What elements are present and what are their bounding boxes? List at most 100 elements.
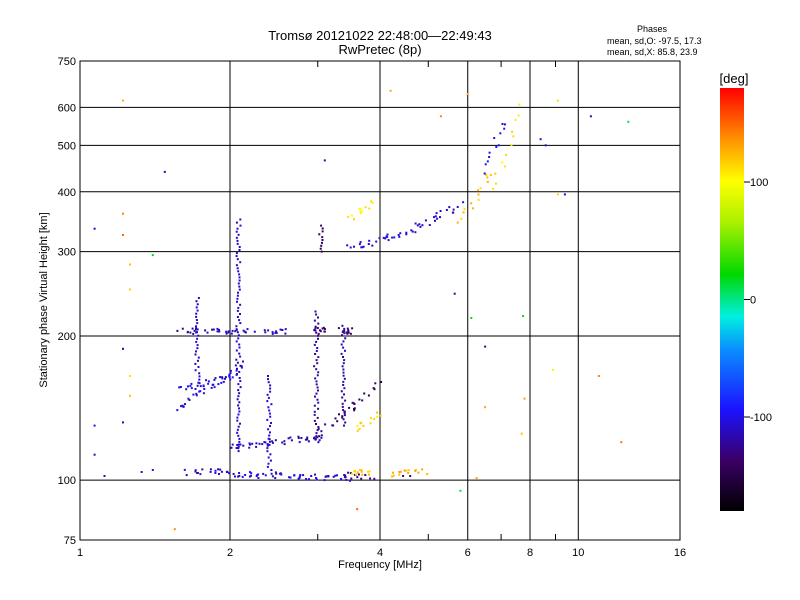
y-tick-label: 750 [58, 56, 76, 68]
scatter-point [439, 115, 442, 118]
column-point [266, 418, 269, 421]
trace-point [372, 387, 375, 390]
trace-point [229, 369, 232, 372]
trace-point [332, 475, 335, 478]
trace-point [403, 469, 406, 472]
trace-point [424, 219, 427, 222]
column-point [238, 440, 241, 443]
trace-point [249, 443, 252, 446]
x-tick-label: 1 [77, 547, 83, 559]
trace-point [194, 328, 197, 331]
column-point [237, 383, 240, 386]
scatter-point [620, 441, 623, 444]
trace-point [283, 443, 286, 446]
column-point [237, 395, 240, 398]
scatter-point [589, 115, 592, 118]
trace-point [320, 434, 323, 437]
column-point [197, 334, 200, 337]
scatter-point [93, 424, 96, 427]
trace-point [302, 474, 305, 477]
trace-point [314, 326, 317, 329]
trace-point [255, 442, 258, 445]
trace-point [266, 443, 269, 446]
trace-point [243, 330, 246, 333]
trace-point [214, 377, 217, 380]
column-point [238, 273, 241, 276]
column-point [266, 400, 269, 403]
plot-frame [79, 60, 681, 541]
column-point [320, 224, 323, 227]
trace-point [178, 386, 181, 389]
trace-point [414, 222, 417, 225]
column-point [268, 443, 271, 446]
trace-point [367, 470, 370, 473]
trace-point [397, 234, 400, 236]
trace-point [486, 180, 489, 183]
x-tick-label: 4 [377, 547, 383, 559]
trace-point [180, 405, 182, 408]
column-point [239, 386, 242, 389]
trace-point [234, 364, 237, 367]
column-point [314, 325, 317, 328]
column-point [342, 384, 345, 386]
trace-point [183, 468, 186, 471]
scatter-point [122, 347, 124, 350]
trace-point [240, 365, 243, 368]
trace-point [364, 474, 367, 476]
trace-point [456, 221, 459, 224]
column-point [237, 404, 240, 407]
data-points [93, 89, 630, 531]
column-point [315, 392, 318, 395]
trace-point [452, 208, 455, 211]
trace-point [185, 388, 188, 391]
column-point [341, 402, 344, 405]
trace-point [421, 468, 424, 471]
trace-point [347, 329, 350, 332]
column-point [196, 303, 199, 306]
trace-point [248, 442, 251, 445]
trace-point [189, 331, 192, 334]
trace-point [486, 176, 489, 179]
trace-point [518, 103, 521, 106]
column-point [235, 358, 238, 361]
trace-point [220, 470, 223, 473]
trace-point [224, 376, 227, 379]
scatter-point [552, 368, 555, 371]
trace-point [405, 231, 408, 234]
column-point [342, 356, 344, 358]
trace-point [316, 327, 319, 329]
trace-point [477, 193, 480, 196]
trace-point [315, 477, 318, 479]
scatter-point [151, 254, 154, 257]
trace-point [382, 236, 385, 239]
trace-point [349, 479, 351, 482]
y-tick-label: 100 [58, 475, 76, 487]
scatter-point [173, 528, 176, 531]
column-point [237, 306, 240, 309]
trace-point [293, 474, 296, 477]
trace-point [228, 376, 231, 379]
trace-point [226, 470, 229, 473]
column-point [236, 398, 239, 401]
trace-point [414, 469, 417, 472]
scatter-point [484, 345, 487, 348]
trace-point [439, 216, 441, 219]
trace-point [319, 330, 322, 333]
column-point [237, 434, 240, 437]
trace-point [346, 327, 349, 330]
trace-point [504, 123, 506, 126]
trace-point [510, 143, 513, 146]
column-point [266, 465, 269, 468]
trace-point [248, 446, 251, 449]
trace-point [227, 331, 230, 334]
trace-point [246, 328, 249, 331]
trace-point [360, 212, 362, 215]
column-point [235, 349, 238, 352]
scatter-point [122, 212, 124, 215]
column-point [344, 421, 347, 424]
column-point [343, 387, 346, 390]
trace-point [462, 201, 465, 204]
trace-point [323, 479, 326, 482]
column-point [315, 423, 317, 425]
trace-point [346, 244, 349, 247]
